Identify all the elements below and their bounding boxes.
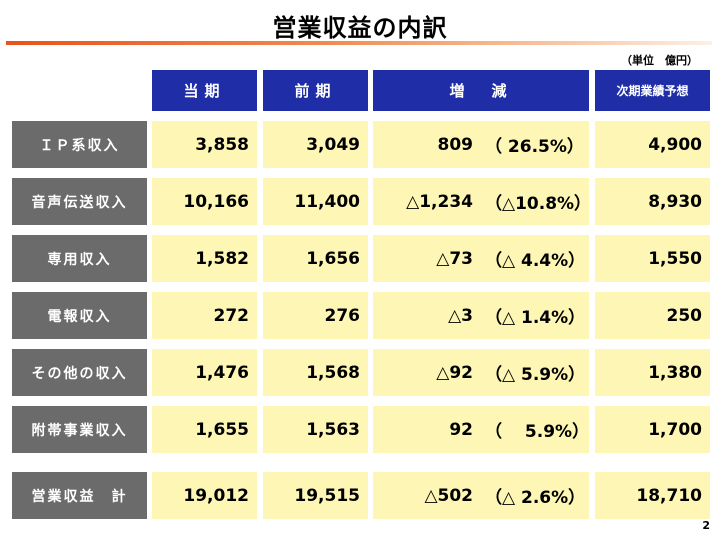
change-percent: （△ 2.6%） <box>485 488 586 508</box>
total-forecast: 18,710 <box>595 472 710 519</box>
change-value: △92 <box>436 362 473 383</box>
change-value: 92 <box>449 419 473 440</box>
cell-forecast: 250 <box>595 292 710 339</box>
total-previous: 19,515 <box>263 472 368 519</box>
header-forecast: 次期業績予想 <box>595 70 710 111</box>
total-change: △502 （△ 2.6%） <box>373 472 589 519</box>
cell-change: △73 （△ 4.4%） <box>373 235 589 282</box>
cell-previous: 1,656 <box>263 235 368 282</box>
change-value: △502 <box>424 485 473 506</box>
unit-note: （単位 億円） <box>621 54 698 67</box>
cell-current: 1,582 <box>152 235 257 282</box>
cell-change: 809 （ 26.5%） <box>373 121 589 168</box>
change-value: △1,234 <box>406 191 473 212</box>
header-change: 増 減 <box>373 70 589 111</box>
row-label: 専用収入 <box>12 235 147 282</box>
change-percent: （△10.8%） <box>485 194 592 214</box>
page-number: 2 <box>702 519 710 532</box>
cell-change: △92 （△ 5.9%） <box>373 349 589 396</box>
cell-forecast: 1,700 <box>595 406 710 453</box>
cell-change: △1,234 （△10.8%） <box>373 178 592 225</box>
page-title: 営業収益の内訳 <box>272 14 448 42</box>
cell-current: 10,166 <box>152 178 257 225</box>
cell-previous: 1,568 <box>263 349 368 396</box>
cell-current: 3,858 <box>152 121 257 168</box>
row-label: 附帯事業収入 <box>12 406 147 453</box>
change-percent: （ 5.9%） <box>485 422 590 442</box>
total-label: 営業収益 計 <box>12 472 147 519</box>
cell-forecast: 4,900 <box>595 121 710 168</box>
change-value: △73 <box>436 248 473 269</box>
total-current: 19,012 <box>152 472 257 519</box>
cell-change: △3 （△ 1.4%） <box>373 292 589 339</box>
change-value: △3 <box>448 305 473 326</box>
row-label: その他の収入 <box>12 349 147 396</box>
cell-forecast: 8,930 <box>595 178 710 225</box>
change-percent: （△ 5.9%） <box>485 365 586 385</box>
row-label: 音声伝送収入 <box>12 178 147 225</box>
header-current: 当期 <box>152 70 257 111</box>
change-value: 809 <box>437 134 474 155</box>
cell-previous: 276 <box>263 292 368 339</box>
change-percent: （△ 1.4%） <box>485 308 586 328</box>
row-label: ＩＰ系収入 <box>12 121 147 168</box>
cell-change: 92 （ 5.9%） <box>373 406 589 453</box>
header-previous: 前期 <box>263 70 368 111</box>
change-percent: （△ 4.4%） <box>485 251 586 271</box>
cell-previous: 1,563 <box>263 406 368 453</box>
cell-current: 272 <box>152 292 257 339</box>
cell-current: 1,655 <box>152 406 257 453</box>
cell-previous: 11,400 <box>263 178 368 225</box>
row-label: 電報収入 <box>12 292 147 339</box>
cell-forecast: 1,550 <box>595 235 710 282</box>
cell-current: 1,476 <box>152 349 257 396</box>
title-underline <box>6 41 712 45</box>
cell-forecast: 1,380 <box>595 349 710 396</box>
change-percent: （ 26.5%） <box>485 137 584 157</box>
cell-previous: 3,049 <box>263 121 368 168</box>
